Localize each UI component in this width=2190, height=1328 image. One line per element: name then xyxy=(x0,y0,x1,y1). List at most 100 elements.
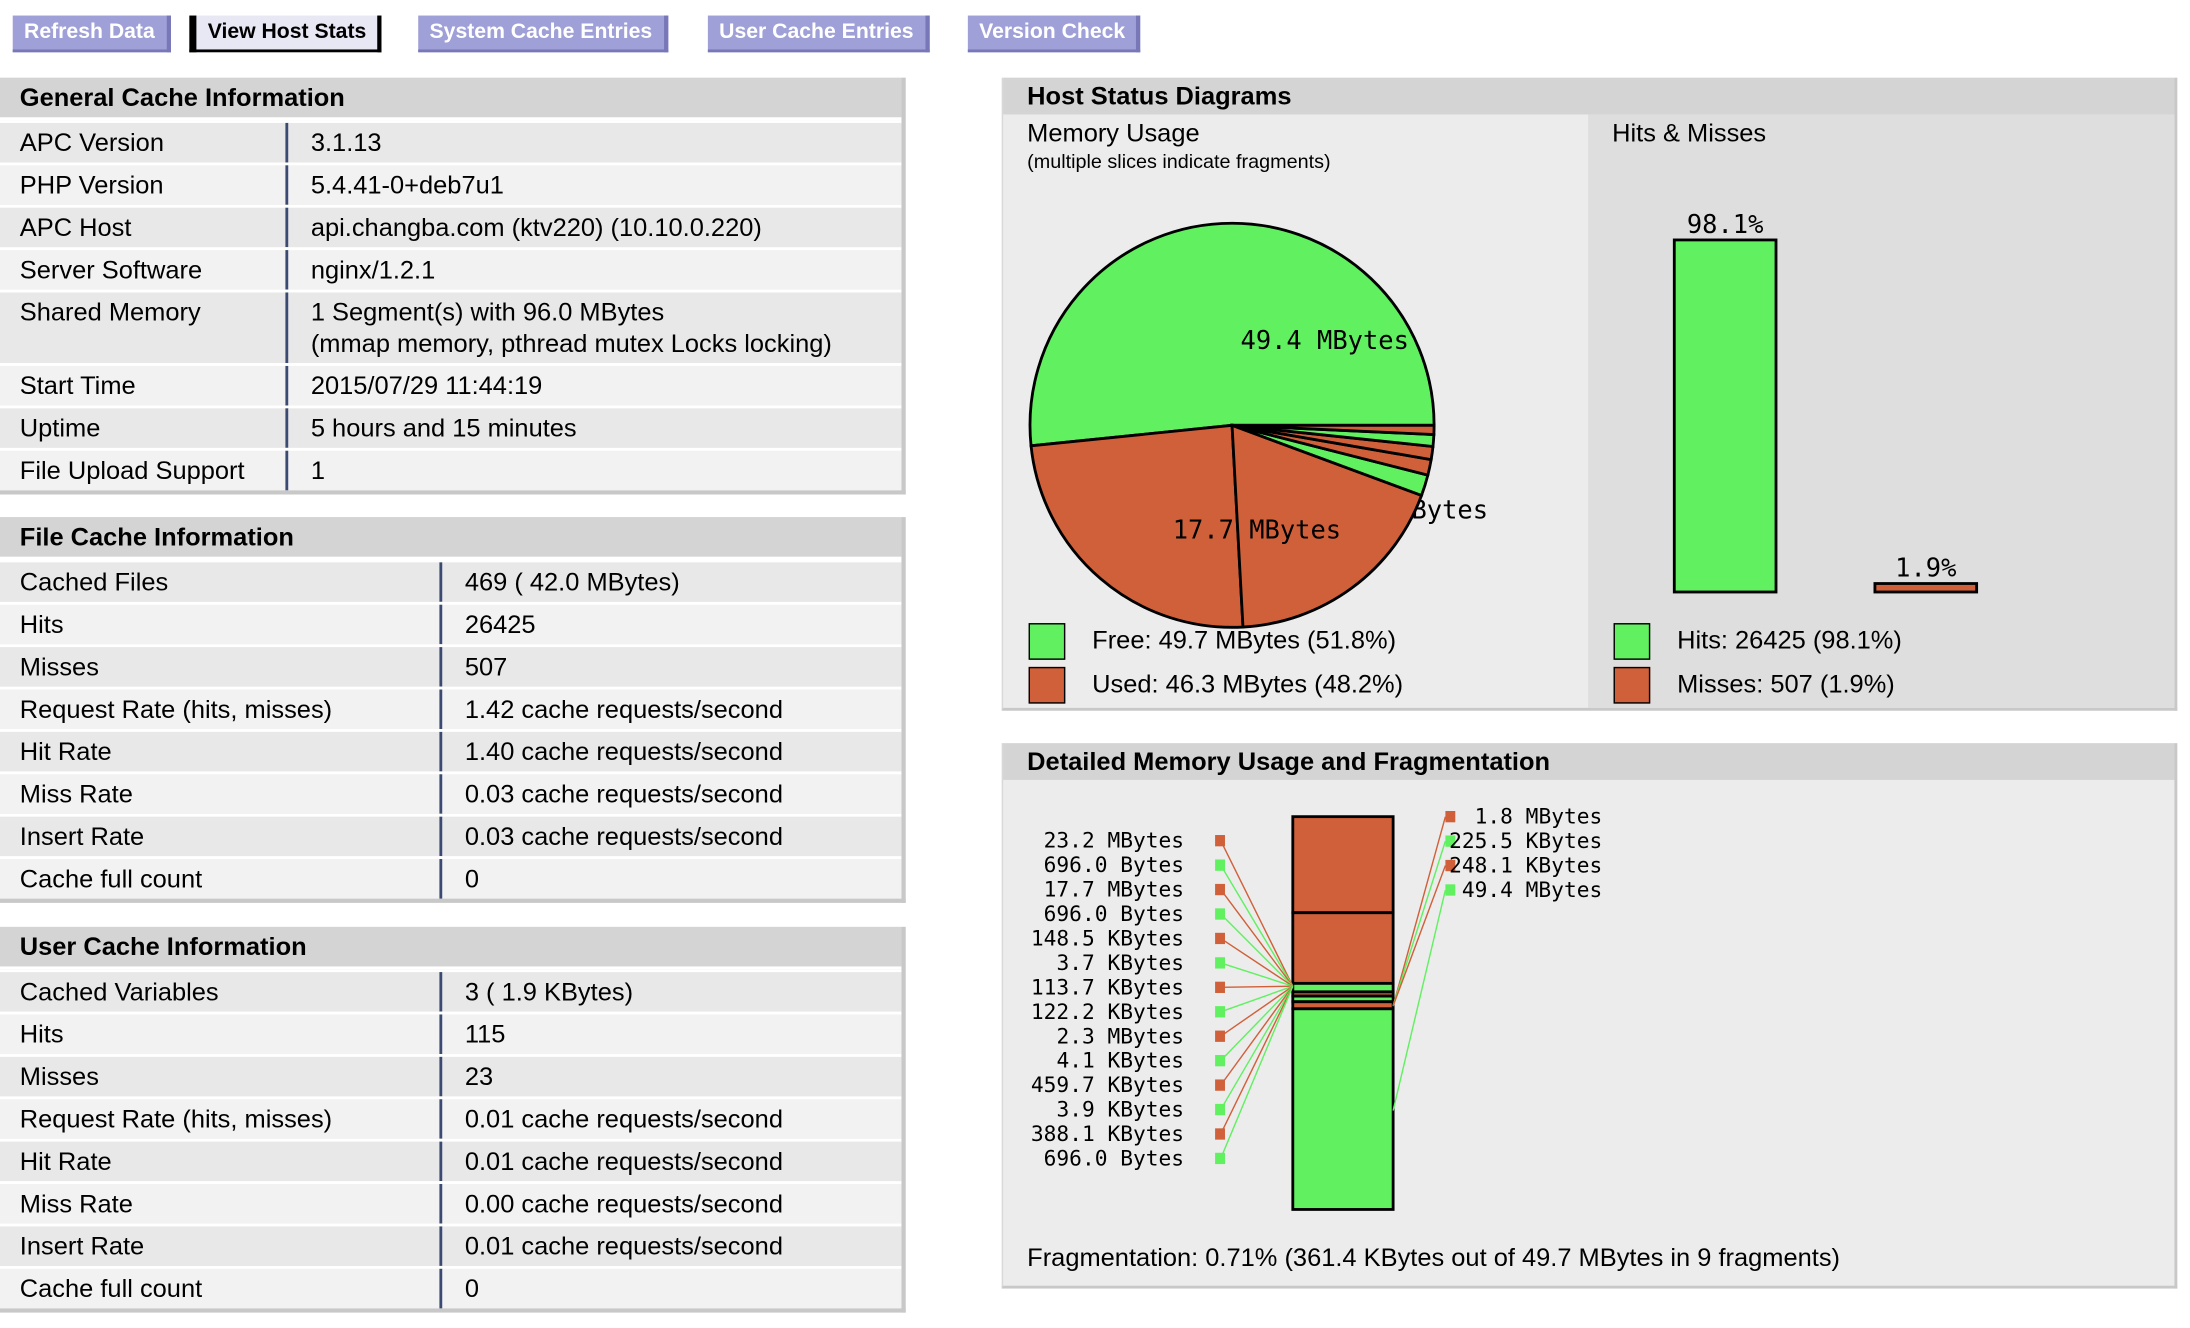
view-host-stats-button[interactable]: View Host Stats xyxy=(189,15,382,53)
user-cache-value: 23 xyxy=(464,1062,494,1091)
fragment-label: 225.5 KBytes xyxy=(1449,828,1602,853)
fragment-marker xyxy=(1215,1079,1225,1091)
user-cache-key: Cached Variables xyxy=(0,972,443,1012)
fragment-label: 3.7 KBytes xyxy=(1056,950,1184,975)
user-cache-value: 115 xyxy=(464,1020,506,1049)
fragment-connector xyxy=(1220,840,1294,987)
detailed-memory-title: Detailed Memory Usage and Fragmentation xyxy=(1003,743,2175,780)
table-row: Shared Memory 1 Segment(s) with 96.0 MByt… xyxy=(0,289,902,364)
fragment-marker xyxy=(1215,932,1225,945)
file-cache-value: 469 ( 42.0 MBytes) xyxy=(464,567,680,597)
fragment-connector xyxy=(1392,816,1447,1007)
user-cache-value: 0.01 cache requests/second xyxy=(464,1104,783,1134)
hits-misses-bar xyxy=(1672,238,1778,594)
user-cache-key: Miss Rate xyxy=(0,1184,443,1224)
general-key: Server Software xyxy=(0,250,289,290)
file-cache-value: 0 xyxy=(464,864,479,893)
file-cache-key: Hit Rate xyxy=(0,731,443,772)
file-cache-value: 0.03 cache requests/second xyxy=(464,822,783,851)
fragment-label: 49.4 MBytes xyxy=(1462,877,1602,902)
version-check-button[interactable]: Version Check xyxy=(967,15,1141,53)
pie-slice xyxy=(1028,221,1436,448)
pie-slice-label: 49.4 MBytes xyxy=(1241,325,1409,355)
user-cache-key: Hits xyxy=(0,1014,443,1055)
general-key: PHP Version xyxy=(0,165,289,205)
memory-usage-subtitle: (multiple slices indicate fragments) xyxy=(1027,149,1331,173)
fragment-connector xyxy=(1220,985,1293,989)
file-cache-key: Cache full count xyxy=(0,859,443,899)
fragment-label: 248.1 KBytes xyxy=(1449,853,1602,878)
fragment-connector xyxy=(1220,985,1294,1062)
fragment-connector xyxy=(1220,937,1294,987)
fragment-connector xyxy=(1392,865,1447,1007)
file-cache-title: File Cache Information xyxy=(0,517,902,560)
refresh-data-button[interactable]: Refresh Data xyxy=(12,15,171,53)
fragment-marker xyxy=(1445,859,1456,872)
memory-segment xyxy=(1291,1007,1395,1211)
table-row: Hit Rate 0.01 cache requests/second xyxy=(0,1138,902,1182)
host-status-title: Host Status Diagrams xyxy=(1003,77,2175,115)
user-cache-value: 0.01 cache requests/second xyxy=(464,1232,783,1261)
fragment-marker xyxy=(1215,1152,1225,1165)
table-row: Misses 23 xyxy=(0,1054,902,1097)
general-key: Start Time xyxy=(0,365,289,406)
file-cache-value: 507 xyxy=(464,652,508,682)
fragment-marker xyxy=(1215,859,1225,871)
table-row: Server Software nginx/1.2.1 xyxy=(0,247,902,290)
table-row: APC Host api.changba.com (ktv220) (10.10.… xyxy=(0,204,902,248)
system-cache-entries-button[interactable]: System Cache Entries xyxy=(418,15,668,53)
general-value: 5.4.41-0+deb7u1 xyxy=(310,170,504,200)
general-key: Uptime xyxy=(0,408,289,448)
user-cache-key: Cache full count xyxy=(0,1268,443,1309)
fragment-connector xyxy=(1220,985,1294,1037)
general-value: 5 hours and 15 minutes xyxy=(310,413,577,443)
general-value-line: (mmap memory, pthread mutex Locks lockin… xyxy=(310,329,832,358)
fragment-label: 113.7 KBytes xyxy=(1031,974,1184,999)
general-cache-title: General Cache Information xyxy=(0,77,902,121)
fragment-marker xyxy=(1445,811,1456,823)
file-cache-key: Request Rate (hits, misses) xyxy=(0,689,443,730)
fragment-marker xyxy=(1215,908,1225,920)
file-cache-key: Hits xyxy=(0,604,443,645)
table-row: Cached Files 469 ( 42.0 MBytes) xyxy=(0,559,902,602)
legend-hits: Hits: 26425 (98.1%) xyxy=(1677,625,1902,655)
table-row: Miss Rate 0.03 cache requests/second xyxy=(0,771,902,814)
fragment-marker xyxy=(1215,1103,1225,1116)
fragment-connector xyxy=(1220,913,1294,987)
user-cache-key: Request Rate (hits, misses) xyxy=(0,1099,443,1139)
fragment-connector xyxy=(1220,864,1294,987)
user-cache-entries-button[interactable]: User Cache Entries xyxy=(707,15,930,53)
table-row: Uptime 5 hours and 15 minutes xyxy=(0,405,902,448)
fragment-label: 23.2 MBytes xyxy=(1044,828,1184,853)
free-swatch xyxy=(1028,623,1066,660)
fragment-marker xyxy=(1215,1030,1225,1042)
fragment-connector xyxy=(1220,889,1294,987)
file-cache-value: 0.03 cache requests/second xyxy=(464,779,783,809)
fragment-label: 696.0 Bytes xyxy=(1044,852,1184,877)
table-row: Hits 26425 xyxy=(0,601,902,645)
fragment-label: 696.0 Bytes xyxy=(1044,1146,1184,1171)
hits-swatch xyxy=(1613,623,1651,660)
file-cache-key: Cached Files xyxy=(0,562,443,602)
user-cache-value: 0.01 cache requests/second xyxy=(464,1147,783,1176)
general-key: File Upload Support xyxy=(0,450,289,491)
misses-swatch xyxy=(1613,666,1651,704)
fragment-connector xyxy=(1220,985,1294,1159)
fragment-connector xyxy=(1220,985,1294,1013)
detailed-memory-panel: Detailed Memory Usage and Fragmentation … xyxy=(1001,743,2178,1289)
table-row: Request Rate (hits, misses) 1.42 cache re… xyxy=(0,686,902,730)
fragment-connector xyxy=(1220,985,1294,1086)
table-row: Cached Variables 3 ( 1.9 KBytes) xyxy=(0,969,902,1012)
fragment-label: 4.1 KBytes xyxy=(1056,1048,1184,1073)
fragment-marker xyxy=(1215,883,1225,896)
general-key: APC Version xyxy=(0,122,289,163)
user-cache-table: User Cache Information Cached Variables 3… xyxy=(0,926,906,1313)
fragment-connector xyxy=(1220,985,1294,1135)
fragment-marker xyxy=(1215,835,1225,847)
pie-slice xyxy=(1231,423,1436,437)
fragment-label: 388.1 KBytes xyxy=(1031,1121,1184,1146)
user-cache-value: 3 ( 1.9 KBytes) xyxy=(464,977,634,1006)
general-value: 1 Segment(s) with 96.0 MBytes (mmap memor… xyxy=(288,292,832,363)
